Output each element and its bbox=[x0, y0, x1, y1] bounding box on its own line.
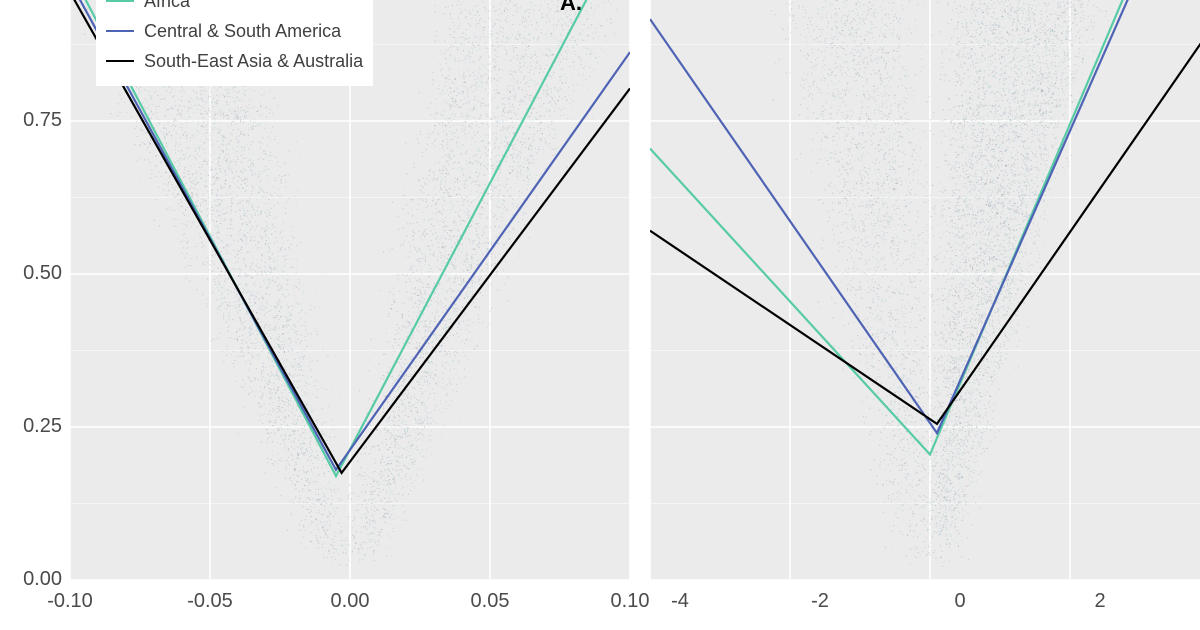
legend-row-csa: Central & South America bbox=[106, 16, 363, 46]
ytick-0p75: 0.75 bbox=[6, 109, 62, 132]
xtick-b-1: -2 bbox=[811, 590, 829, 613]
panel-b-plot-area bbox=[650, 0, 1200, 580]
legend-label-africa: Africa bbox=[144, 0, 190, 12]
legend-row-africa: Africa bbox=[106, 0, 363, 16]
xtick-a-2: 0.00 bbox=[331, 590, 370, 613]
xtick-a-4: 0.10 bbox=[611, 590, 650, 613]
xtick-a-1: -0.05 bbox=[187, 590, 233, 613]
panel-a-plot-area bbox=[70, 0, 630, 580]
figure-stage: 1.00 0.75 0.50 0.25 0.00 -0.10 -0.05 0.0… bbox=[0, 0, 1200, 630]
xtick-a-3: 0.05 bbox=[471, 590, 510, 613]
ytick-0p25: 0.25 bbox=[6, 415, 62, 438]
xtick-b-0: -4 bbox=[671, 590, 689, 613]
legend-swatch-africa bbox=[106, 0, 134, 2]
legend-swatch-csa bbox=[106, 30, 134, 32]
legend-label-csa: Central & South America bbox=[144, 21, 341, 42]
legend-swatch-sea bbox=[106, 60, 134, 62]
legend: Africa Central & South America South-Eas… bbox=[96, 0, 373, 86]
panel-b-svg bbox=[650, 0, 1200, 580]
xtick-a-0: -0.10 bbox=[47, 590, 93, 613]
panel-a-svg bbox=[70, 0, 630, 580]
xtick-b-2: 0 bbox=[954, 590, 965, 613]
ytick-0p00: 0.00 bbox=[6, 568, 62, 591]
ytick-0p50: 0.50 bbox=[6, 262, 62, 285]
legend-row-sea: South-East Asia & Australia bbox=[106, 46, 363, 76]
panel-a-label: A. bbox=[560, 0, 582, 16]
legend-label-sea: South-East Asia & Australia bbox=[144, 51, 363, 72]
xtick-b-3: 2 bbox=[1094, 590, 1105, 613]
